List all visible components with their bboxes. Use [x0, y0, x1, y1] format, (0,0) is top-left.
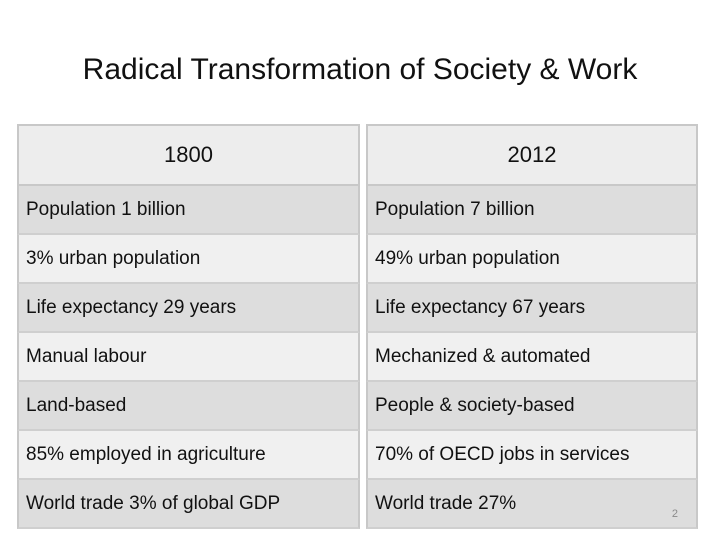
table-row: Life expectancy 29 years Life expectancy… [17, 284, 698, 333]
cell-1800: Life expectancy 29 years [17, 284, 360, 333]
table-row: Population 1 billion Population 7 billio… [17, 186, 698, 235]
cell-1800: World trade 3% of global GDP [17, 480, 360, 529]
table-header-row: 1800 2012 [17, 124, 698, 186]
table-row: World trade 3% of global GDP World trade… [17, 480, 698, 529]
table-row: 3% urban population 49% urban population [17, 235, 698, 284]
cell-1800: 85% employed in agriculture [17, 431, 360, 480]
cell-1800: Land-based [17, 382, 360, 431]
cell-2012: Mechanized & automated [366, 333, 698, 382]
cell-2012: Life expectancy 67 years [366, 284, 698, 333]
cell-2012: World trade 27% [366, 480, 698, 529]
slide-title: Radical Transformation of Society & Work [82, 53, 638, 86]
cell-2012: 70% of OECD jobs in services [366, 431, 698, 480]
table-row: Land-based People & society-based [17, 382, 698, 431]
cell-1800: Manual labour [17, 333, 360, 382]
column-gap [360, 284, 366, 333]
column-gap [360, 382, 366, 431]
cell-1800: 3% urban population [17, 235, 360, 284]
column-gap [360, 124, 366, 186]
column-gap [360, 480, 366, 529]
table-row: Manual labour Mechanized & automated [17, 333, 698, 382]
comparison-table: 1800 2012 Population 1 billion Populatio… [17, 124, 698, 529]
column-gap [360, 235, 366, 284]
column-gap [360, 186, 366, 235]
header-2012: 2012 [366, 124, 698, 186]
table-row: 85% employed in agriculture 70% of OECD … [17, 431, 698, 480]
column-gap [360, 333, 366, 382]
header-1800: 1800 [17, 124, 360, 186]
cell-2012: 49% urban population [366, 235, 698, 284]
cell-2012: Population 7 billion [366, 186, 698, 235]
column-gap [360, 431, 366, 480]
page-number: 2 [671, 508, 678, 520]
cell-2012: People & society-based [366, 382, 698, 431]
cell-1800: Population 1 billion [17, 186, 360, 235]
